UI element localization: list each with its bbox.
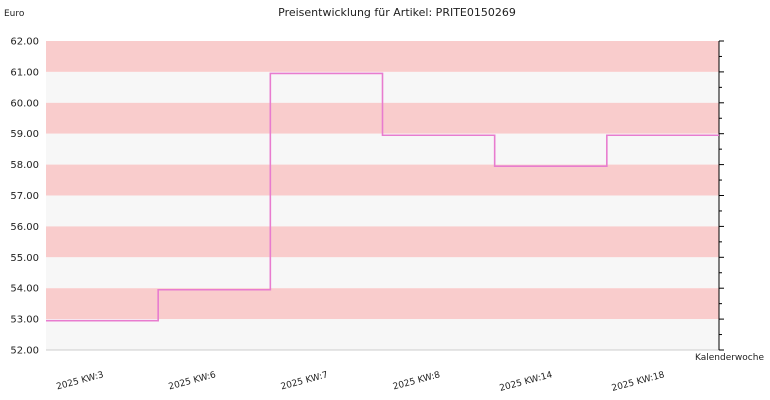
y-tick-label: 58.00	[10, 160, 39, 171]
y-tick-label: 60.00	[10, 98, 39, 109]
plot-band	[46, 133, 719, 165]
x-tick-label: 2025 KW:14	[499, 370, 554, 394]
y-tick-label: 54.00	[10, 284, 39, 295]
plot-band	[46, 195, 719, 227]
plot-band	[46, 257, 719, 289]
price-series-line	[46, 72, 719, 322]
y-tick-label: 61.00	[10, 67, 39, 78]
y-tick-label: 57.00	[10, 191, 39, 202]
y-tick-label: 62.00	[10, 37, 39, 48]
y-tick-label: 59.00	[10, 129, 39, 140]
x-tick-label: 2025 KW:7	[280, 370, 329, 392]
y-tick-labels: 52.00 53.00 54.00 55.00 56.00 57.00 58.00 59.00…	[10, 37, 39, 357]
plot-band	[46, 41, 719, 72]
x-tick-label: 2025 KW:3	[55, 370, 104, 392]
x-tick-label: 2025 KW:18	[611, 370, 666, 394]
y-tick-label: 52.00	[10, 346, 39, 357]
y-tick-label: 56.00	[10, 222, 39, 233]
plot-band	[46, 288, 719, 320]
right-axis-ticks	[719, 40, 724, 351]
plot-band	[46, 226, 719, 258]
x-axis-label: Kalenderwoche	[695, 353, 764, 363]
y-tick-label: 53.00	[10, 315, 39, 326]
plot-band	[46, 319, 719, 350]
y-axis-label: Euro	[4, 9, 25, 19]
plot-band	[46, 164, 719, 196]
x-tick-label: 2025 KW:8	[392, 370, 442, 392]
y-tick-label: 55.00	[10, 253, 39, 264]
x-tick-labels: 2025 KW:3 2025 KW:6 2025 KW:7 2025 KW:8 2025…	[55, 370, 666, 394]
x-tick-label: 2025 KW:6	[168, 370, 218, 392]
chart-title: Preisentwicklung für Artikel: PRITE01502…	[278, 6, 516, 19]
